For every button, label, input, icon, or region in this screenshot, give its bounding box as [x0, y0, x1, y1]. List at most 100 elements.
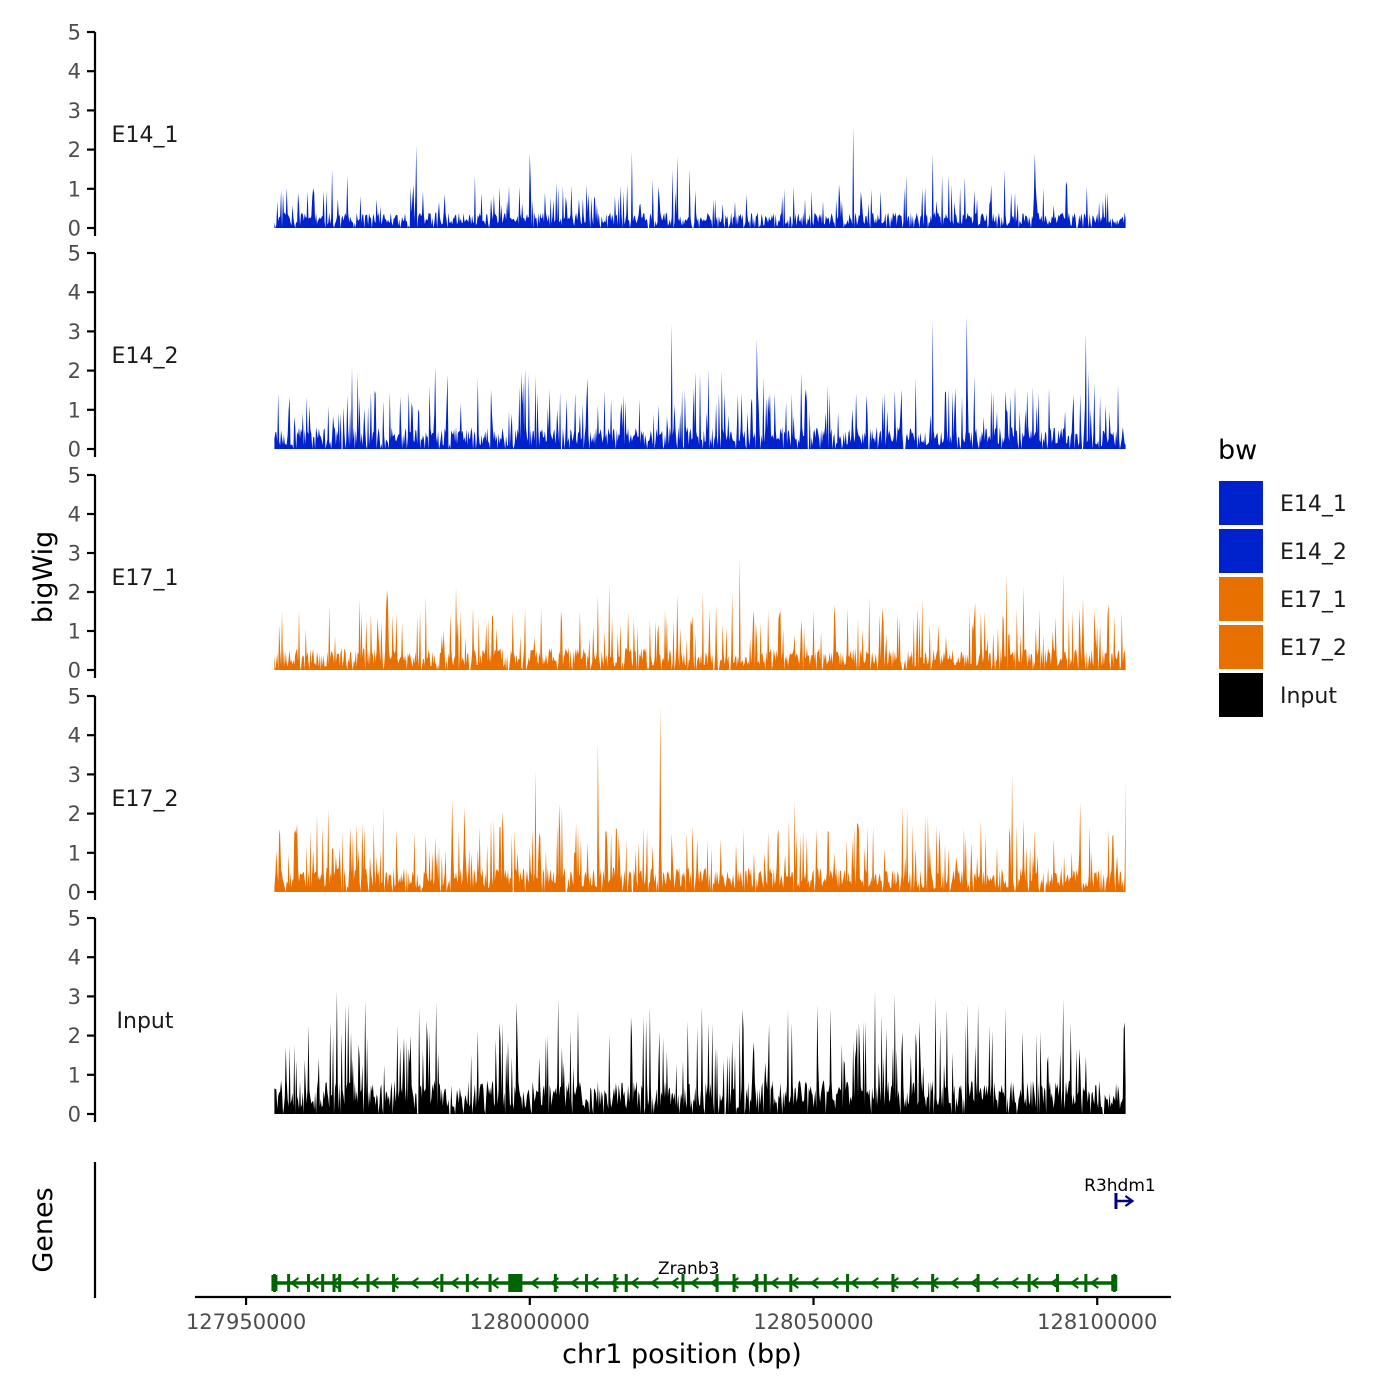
- track-E14_2: 0 1 2 3 4 5 E14_2: [68, 242, 1126, 462]
- legend-label: E17_2: [1280, 636, 1347, 661]
- signal-area-E17_1: [274, 556, 1126, 670]
- x-ticks: 127950000 128000000 128050000 128100000: [186, 1297, 1157, 1334]
- strand-arrow: [449, 1277, 459, 1289]
- exon: [585, 1274, 589, 1292]
- strand-arrow: [329, 1277, 340, 1289]
- y-tick-label: 4: [68, 946, 81, 970]
- legend-item-E14_1: E14_1: [1217, 479, 1347, 527]
- strand-arrow: [669, 1277, 679, 1289]
- strand-arrow: [349, 1277, 360, 1289]
- y-tick-label: 5: [68, 242, 81, 266]
- track-E14_1: 0 1 2 3 4 5 E14_1: [68, 21, 1126, 241]
- legend-swatch: [1217, 527, 1265, 575]
- coding-exon-block: [508, 1274, 523, 1292]
- exon: [366, 1274, 370, 1292]
- exon: [891, 1274, 895, 1292]
- y-tick-label: 2: [68, 581, 81, 605]
- strand-arrow: [389, 1277, 399, 1289]
- y-tick-label: 1: [68, 1063, 81, 1087]
- exon: [488, 1274, 492, 1292]
- exon: [1111, 1275, 1118, 1291]
- gene-Zranb3: Zranb3: [271, 1259, 1118, 1292]
- y-tick-label: 1: [68, 177, 81, 201]
- strand-arrow: [949, 1277, 959, 1289]
- exon: [624, 1274, 628, 1292]
- gene-label-Zranb3: Zranb3: [658, 1259, 719, 1279]
- exon: [306, 1274, 310, 1292]
- y-tick-label: 0: [68, 881, 81, 905]
- strand-arrow: [649, 1277, 659, 1289]
- legend-swatch: [1217, 623, 1265, 671]
- y-tick-label: 1: [68, 841, 81, 865]
- legend-swatch: [1217, 575, 1265, 623]
- strand-arrow: [989, 1277, 999, 1289]
- y-tick-label: 1: [68, 620, 81, 644]
- y-tick-label: 5: [68, 21, 81, 45]
- strand-arrow: [729, 1277, 739, 1289]
- y-tick-label: 5: [68, 907, 81, 931]
- legend-label: E14_2: [1280, 540, 1347, 565]
- y-tick-label: 4: [68, 281, 81, 305]
- legend-items: E14_1 E14_2 E17_1 E17_2 Input: [1217, 479, 1347, 719]
- exon: [440, 1274, 444, 1292]
- exon: [755, 1274, 759, 1292]
- track-label-E14_2: E14_2: [112, 344, 179, 369]
- y-tick-label: 3: [68, 99, 81, 123]
- exon: [763, 1274, 767, 1292]
- legend-label: E17_1: [1280, 588, 1347, 613]
- strand-arrow: [289, 1277, 300, 1289]
- y-tick-label: 5: [68, 464, 81, 488]
- legend-item-E17_2: E17_2: [1217, 623, 1347, 671]
- gene-models: Zranb3 R3hdm1: [271, 1176, 1156, 1292]
- legend-item-E17_1: E17_1: [1217, 575, 1347, 623]
- y-tick-label: 4: [68, 503, 81, 527]
- strand-arrow: [429, 1277, 439, 1289]
- exon: [715, 1274, 719, 1292]
- y-tick-label: 0: [68, 438, 81, 462]
- track-E17_2: 0 1 2 3 4 5 E17_2: [68, 685, 1126, 905]
- exon: [392, 1274, 396, 1292]
- legend-title: bw: [1218, 435, 1257, 466]
- strand-arrow: [309, 1277, 320, 1289]
- y-tick-label: 4: [68, 60, 81, 84]
- gene-R3hdm1: R3hdm1: [1084, 1176, 1156, 1209]
- y-tick-label: 3: [68, 985, 81, 1009]
- exon: [465, 1274, 469, 1292]
- exon: [287, 1274, 291, 1292]
- signal-area-E14_2: [274, 315, 1126, 449]
- strand-arrow: [589, 1277, 599, 1289]
- x-tick-label: 128000000: [470, 1310, 590, 1334]
- exon: [271, 1275, 278, 1291]
- exon: [681, 1274, 685, 1292]
- exon: [1084, 1274, 1088, 1292]
- x-axis: 127950000 128000000 128050000 128100000: [186, 1295, 1171, 1334]
- exon: [846, 1274, 850, 1292]
- strand-arrow: [849, 1277, 859, 1289]
- exon: [321, 1274, 325, 1292]
- track-Input: 0 1 2 3 4 5 Input: [68, 907, 1126, 1127]
- legend-item-E14_2: E14_2: [1217, 527, 1347, 575]
- legend-label: E14_1: [1280, 492, 1347, 517]
- strand-arrow: [629, 1277, 639, 1289]
- track-label-E17_2: E17_2: [112, 787, 179, 812]
- legend-item-Input: Input: [1217, 671, 1337, 719]
- exon: [332, 1274, 336, 1292]
- strand-arrow: [529, 1277, 539, 1289]
- strand-arrow: [369, 1277, 380, 1289]
- strand-arrow: [1009, 1277, 1019, 1289]
- y-tick-label: 0: [68, 217, 81, 241]
- track-label-E17_1: E17_1: [112, 566, 179, 591]
- signal-area-E14_1: [274, 126, 1126, 228]
- strand-arrow: [1124, 1195, 1135, 1207]
- signal-area-E17_2: [274, 705, 1126, 892]
- exon: [976, 1274, 980, 1292]
- genes-axis-title: Genes: [28, 1187, 59, 1272]
- strand-arrow: [1069, 1277, 1079, 1289]
- strand-arrow: [969, 1277, 979, 1289]
- exon: [789, 1274, 793, 1292]
- legend-swatch: [1217, 479, 1265, 527]
- legend: bw E14_1 E14_2 E17_1 E17_2 Input: [1217, 435, 1347, 719]
- strand-arrow: [769, 1277, 779, 1289]
- strand-arrow: [409, 1277, 419, 1289]
- exon: [338, 1274, 342, 1292]
